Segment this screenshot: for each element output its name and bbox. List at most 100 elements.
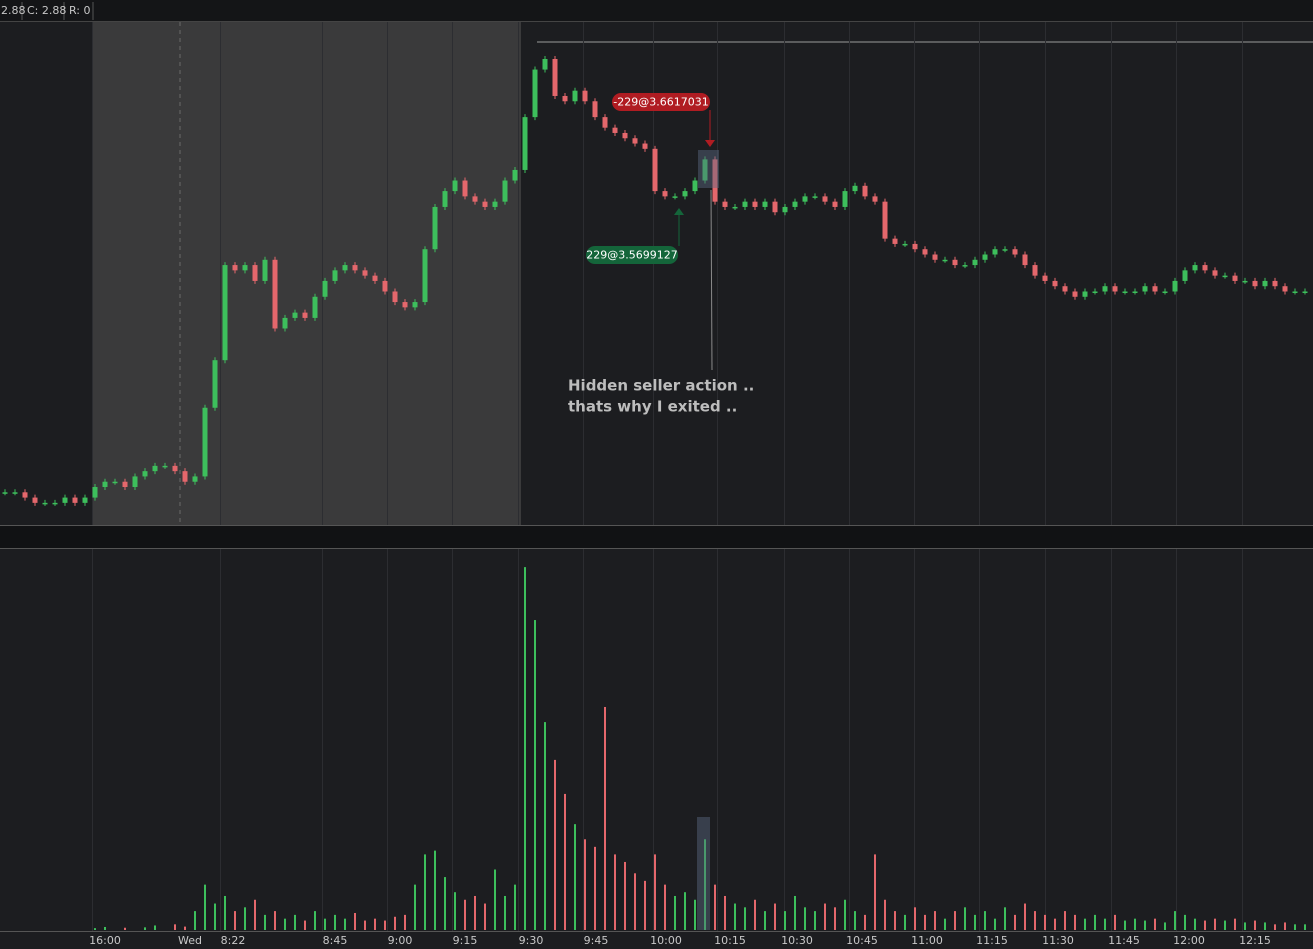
volume-bar [314,911,316,930]
volume-bar [1114,914,1116,930]
x-tick-label: 8:45 [323,934,348,947]
volume-bar [904,914,906,930]
volume-bar [1054,918,1056,930]
volume-bar [1034,911,1036,930]
x-tick-label: 16:00 [89,934,121,947]
volume-bar [214,903,216,930]
volume-bar [324,918,326,930]
volume-bar [434,850,436,930]
volume-bar [524,567,526,930]
volume-bar [1224,920,1226,930]
volume-bar [574,824,576,930]
volume-bar [394,916,396,930]
volume-bar [824,903,826,930]
volume-bar [624,861,626,930]
volume-bar [534,620,536,930]
volume-bar [664,884,666,930]
volume-bar [954,911,956,930]
volume-bar [754,899,756,930]
volume-bar [934,911,936,930]
volume-bar [894,911,896,930]
volume-bar [1094,914,1096,930]
volume-bar [1064,911,1066,930]
volume-bar [1254,920,1256,930]
volume-bar [354,912,356,930]
volume-bar [464,899,466,930]
volume-bar [654,854,656,930]
volume-bar [344,918,346,930]
volume-bar [104,926,106,930]
volume-bar [1274,924,1276,930]
volume-bar [694,899,696,930]
volume-bar [374,918,376,930]
volume-bar [994,918,996,930]
header-field: C: 2.88 [27,4,66,17]
volume-bar [1044,914,1046,930]
volume-bar [1074,914,1076,930]
volume-bar [154,925,156,930]
volume-bar [804,907,806,930]
volume-bar [304,920,306,930]
volume-bar [924,914,926,930]
volume-bar [514,884,516,930]
volume-bar [224,895,226,930]
volume-bar [564,793,566,930]
volume-bar [554,759,556,930]
volume-bar [774,903,776,930]
highlight-box [698,150,719,188]
volume-bar [794,895,796,930]
volume-bar [634,873,636,930]
volume-bar [124,927,126,930]
sell-order-label: -229@3.6617031 [613,96,708,109]
volume-bar [254,899,256,930]
volume-bar [1144,920,1146,930]
volume-bar [1234,918,1236,930]
volume-bar [984,911,986,930]
volume-bar [1014,914,1016,930]
volume-bar [1104,918,1106,930]
x-tick-label: 10:00 [650,934,682,947]
volume-bar [294,914,296,930]
volume-pane [92,550,521,930]
volume-bar [734,903,736,930]
volume-bar [814,911,816,930]
volume-bar [1214,918,1216,930]
buy-order-badge [586,246,678,264]
x-tick-label: 10:30 [781,934,813,947]
volume-bar [274,911,276,930]
premarket-shade [92,22,521,525]
volume-bar [474,895,476,930]
volume-bar [844,899,846,930]
volume-bar [614,854,616,930]
volume-bar [484,903,486,930]
volume-bar [1304,924,1306,930]
volume-bar [1004,907,1006,930]
volume-bar [884,899,886,930]
annotation-text: Hidden seller action .. [568,377,754,395]
pane-splitter [0,525,1313,549]
volume-bar [644,880,646,930]
volume-bar [494,869,496,930]
volume-bar [194,911,196,930]
highlight-box [697,817,710,930]
x-tick-label: 10:45 [846,934,878,947]
volume-bar [1294,924,1296,930]
volume-bar [234,911,236,930]
volume-bar [1204,920,1206,930]
x-tick-label: 10:15 [714,934,746,947]
volume-bar [874,854,876,930]
volume-bar [684,892,686,930]
volume-bar [544,722,546,930]
volume-bar [404,914,406,930]
header-field: 2.88 [1,4,26,17]
sell-arrow-head [705,140,715,147]
volume-bar [184,926,186,930]
volume-bar [364,920,366,930]
x-tick-label: 9:15 [453,934,478,947]
sell-order-badge [612,93,710,111]
volume-bar [444,877,446,930]
annotation-line [710,189,713,371]
x-tick-label: 12:15 [1239,934,1271,947]
x-tick-label: 11:15 [976,934,1008,947]
buy-order-label: 229@3.5699127 [586,249,677,262]
